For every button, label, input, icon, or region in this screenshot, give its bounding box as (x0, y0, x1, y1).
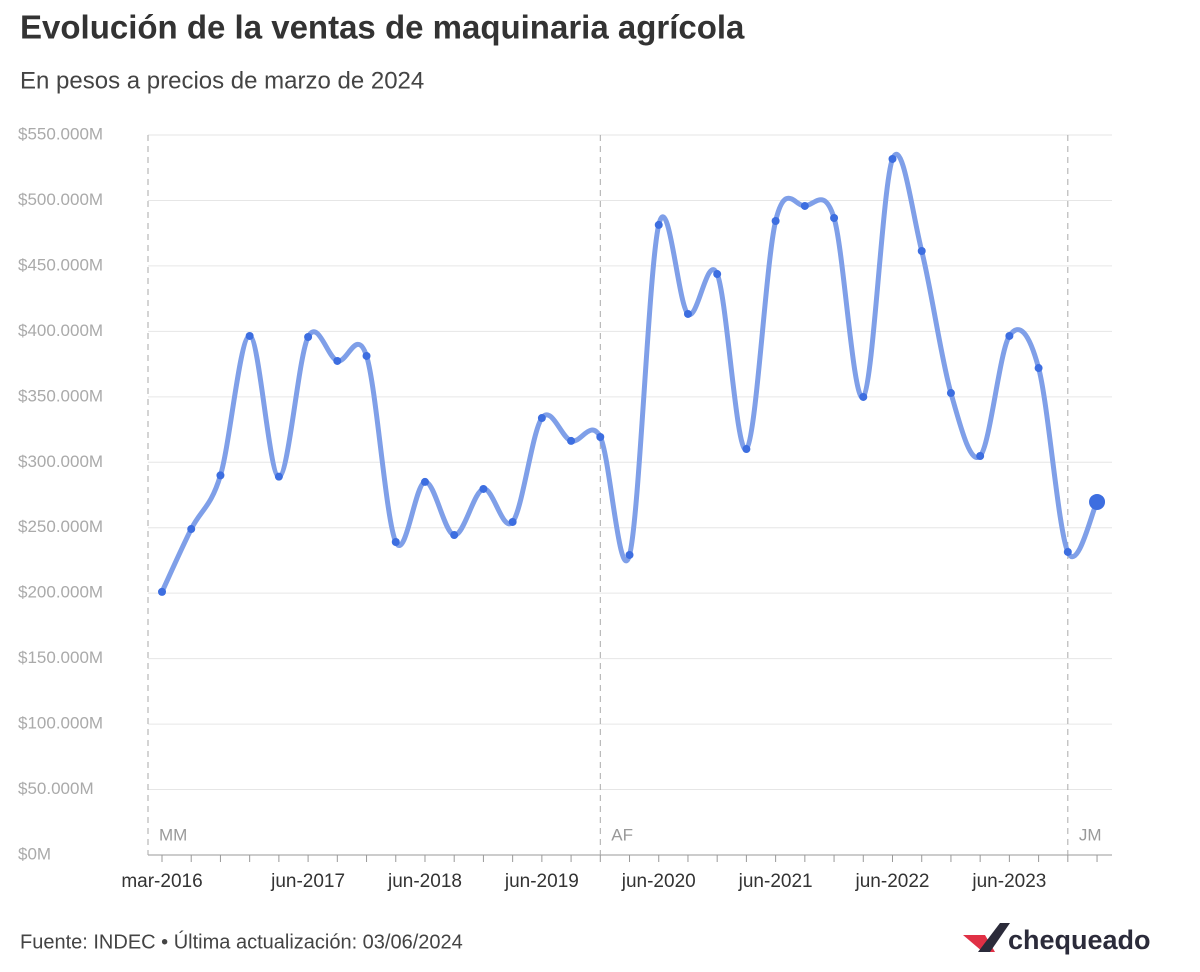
point (654, 220, 663, 229)
point (508, 517, 517, 526)
point (1005, 331, 1014, 340)
point (888, 154, 897, 163)
annotation-label: MM (159, 825, 187, 844)
point (391, 537, 400, 546)
point (274, 472, 283, 481)
point (771, 217, 780, 226)
point (596, 433, 605, 442)
y-tick-label: $350.000M (18, 386, 103, 405)
y-tick-label: $250.000M (18, 517, 103, 536)
y-tick-label: $300.000M (18, 452, 103, 471)
point (742, 445, 751, 454)
point (830, 213, 839, 222)
x-tick-label: jun-2023 (971, 871, 1046, 892)
line (159, 151, 1100, 595)
y-tick-label: $150.000M (18, 648, 103, 667)
brand: chequeado (1008, 925, 1151, 955)
y-tick-label: $50.000M (18, 779, 94, 798)
point (917, 246, 926, 255)
y-tick-label: $450.000M (18, 255, 103, 274)
x-tick-label: jun-2017 (270, 871, 345, 892)
point (216, 471, 225, 480)
x-tick-label: jun-2020 (621, 871, 696, 892)
annotation-label: AF (611, 825, 633, 844)
point (1063, 547, 1072, 556)
x-tick-label: mar-2016 (121, 871, 202, 892)
point (713, 270, 722, 279)
point (362, 351, 371, 360)
point (946, 389, 955, 398)
point (859, 392, 868, 401)
brand-logo: chequeado (963, 923, 1151, 955)
point (333, 356, 342, 365)
y-tick-label: $400.000M (18, 321, 103, 340)
x-tick-label: jun-2019 (504, 871, 579, 892)
point (1089, 493, 1106, 510)
y-tick-label: $200.000M (18, 583, 103, 602)
annotation-label: JM (1079, 825, 1102, 844)
point (683, 309, 692, 318)
chart-subtitle: En pesos a precios de marzo de 2024 (20, 67, 424, 94)
source: Fuente: INDEC • Última actualización: 03… (20, 930, 463, 953)
point (800, 201, 809, 210)
y-tick-label: $0M (18, 844, 51, 863)
y-tick-label: $550.000M (18, 124, 103, 143)
y-tick-label: $500.000M (18, 190, 103, 209)
point (976, 451, 985, 460)
point (420, 477, 429, 486)
chart-title: Evolución de la ventas de maquinaria agr… (20, 9, 745, 46)
point (450, 531, 459, 540)
point (1034, 364, 1043, 373)
logo-mark (978, 923, 1010, 952)
x-tick-label: jun-2022 (855, 871, 930, 892)
point (479, 484, 488, 493)
point (537, 414, 546, 423)
x-tick-label: jun-2021 (738, 871, 813, 892)
point (158, 587, 166, 596)
point (187, 525, 196, 534)
x-tick-label: jun-2018 (387, 871, 462, 892)
point (304, 332, 313, 341)
y-tick-label: $100.000M (18, 714, 103, 733)
point (625, 550, 634, 559)
point (567, 436, 576, 445)
point (245, 331, 254, 340)
